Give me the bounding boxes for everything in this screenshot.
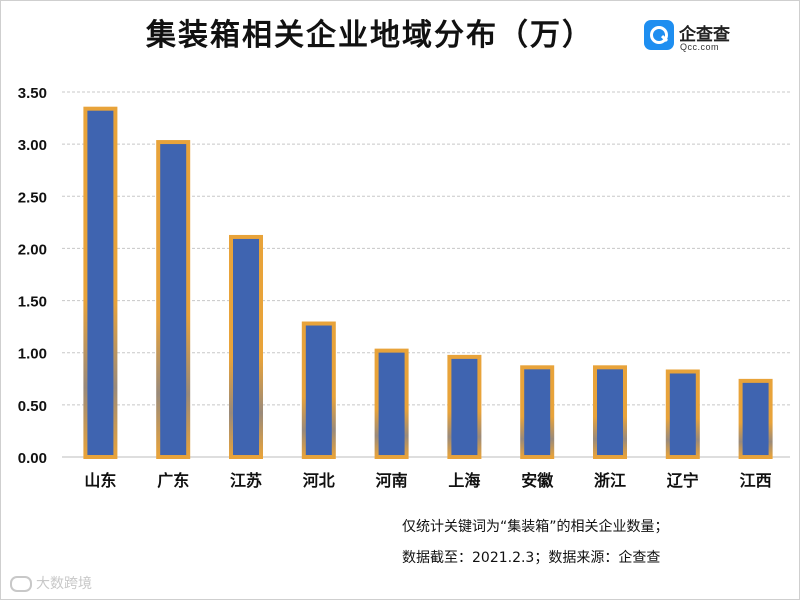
- logo-name: 企查查: [679, 25, 730, 45]
- bar: [301, 321, 336, 459]
- x-tick-label: 上海: [448, 471, 480, 490]
- watermark-icon: [10, 576, 32, 592]
- chart-title: 集装箱相关企业地域分布（万）: [146, 18, 594, 53]
- y-tick-label: 1.00: [18, 346, 47, 363]
- watermark-text: 大数跨境: [36, 576, 92, 592]
- qcc-logo: 企查查 Qcc.com: [644, 20, 754, 60]
- x-tick-label: 山东: [84, 471, 116, 490]
- bar: [593, 365, 627, 460]
- y-tick-label: 1.50: [18, 294, 47, 311]
- bar: [83, 106, 118, 460]
- x-tick-label: 辽宁: [667, 471, 699, 490]
- logo-sub: Qcc.com: [680, 42, 720, 52]
- x-tick-label: 河北: [303, 471, 335, 490]
- y-tick-label: 2.00: [18, 241, 47, 258]
- y-tick-label: 3.00: [18, 137, 47, 154]
- x-tick-label: 浙江: [594, 471, 626, 490]
- y-tick-label: 0.50: [18, 398, 47, 415]
- bar: [447, 354, 482, 459]
- footnote-scope: 仅统计关键词为“集装箱”的相关企业数量；: [402, 519, 669, 535]
- y-tick-label: 0.00: [18, 450, 47, 467]
- x-tick-label: 安徽: [521, 471, 554, 490]
- watermark: 大数跨境: [10, 573, 92, 593]
- bar: [156, 140, 191, 460]
- bar: [374, 348, 409, 459]
- x-tick-label: 广东: [157, 471, 189, 490]
- x-tick-label: 江西: [740, 471, 772, 490]
- bar: [665, 369, 700, 459]
- footnote-source: 数据截至：2021.2.3；数据来源：企查查: [402, 550, 661, 566]
- magnifier-icon: [644, 20, 674, 50]
- x-tick-label: 河南: [376, 471, 408, 490]
- x-tick-label: 江苏: [230, 471, 262, 490]
- y-tick-label: 2.50: [18, 189, 47, 206]
- bar: [229, 234, 263, 459]
- bar: [520, 365, 555, 460]
- y-tick-label: 3.50: [18, 85, 47, 102]
- bar: [738, 378, 773, 459]
